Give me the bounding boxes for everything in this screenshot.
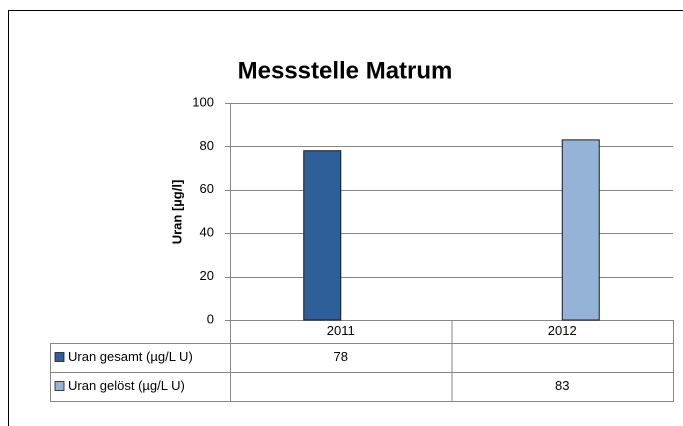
x-tick-label: 2012: [548, 323, 577, 338]
table-value: 78: [334, 349, 348, 364]
y-axis-label: Uran [µg/l]: [169, 180, 184, 245]
table-cell: [451, 372, 674, 402]
y-tick-label: 80: [200, 138, 214, 153]
table-cell: [451, 343, 674, 373]
legend-label: Uran gelöst (µg/L U): [68, 378, 185, 393]
bar: [303, 150, 342, 321]
y-tick-label: 20: [200, 268, 214, 283]
y-tick-label: 60: [200, 181, 214, 196]
table-value: 83: [555, 378, 569, 393]
y-tick-label: 100: [192, 94, 214, 109]
chart-title: Messstelle Matrum: [238, 57, 453, 84]
legend-label: Uran gesamt (µg/L U): [68, 349, 193, 364]
legend-swatch: [54, 381, 65, 391]
y-tick-label: 40: [200, 225, 214, 240]
bar: [561, 139, 600, 321]
x-tick-label: 2011: [327, 323, 355, 338]
table-cell: [230, 372, 453, 402]
y-tick-label: 0: [207, 311, 214, 326]
legend-swatch: [54, 352, 65, 362]
